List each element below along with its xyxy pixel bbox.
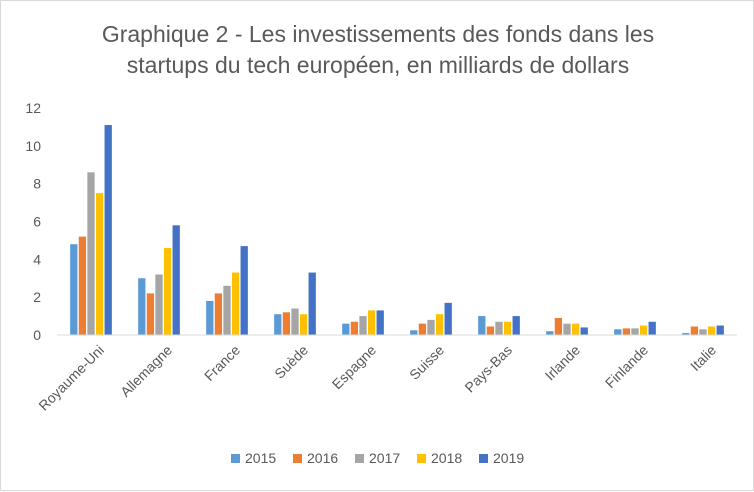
- x-tick-label: Allemagne: [117, 342, 175, 400]
- bar-2017: [155, 274, 163, 335]
- bar-2015: [206, 300, 214, 335]
- bar-2017: [631, 328, 639, 335]
- bar-2018: [639, 325, 648, 335]
- legend-swatch-2015: [231, 454, 240, 463]
- legend-label: 2015: [245, 450, 276, 466]
- bar-2019: [104, 125, 112, 335]
- legend-swatch-2016: [293, 454, 302, 463]
- y-tick-label: 2: [33, 289, 41, 305]
- bar-2015: [614, 329, 622, 335]
- bar-2018: [435, 314, 444, 335]
- bar-2015: [138, 278, 146, 335]
- x-tick-label: Irlande: [542, 342, 584, 384]
- legend-label: 2017: [369, 450, 400, 466]
- bar-2019: [444, 302, 452, 335]
- bar-2015: [546, 331, 554, 335]
- bar-2019: [648, 321, 656, 335]
- bar-2017: [699, 329, 707, 335]
- bar-2016: [486, 326, 495, 335]
- bar-2016: [690, 326, 699, 335]
- bar-2016: [418, 323, 427, 335]
- x-tick-label: Italie: [687, 342, 719, 374]
- bar-2018: [571, 323, 580, 335]
- bar-2015: [682, 333, 690, 335]
- bar-2018: [503, 321, 512, 335]
- bar-2018: [231, 272, 240, 335]
- bar-2019: [716, 325, 724, 335]
- legend-label: 2019: [493, 450, 524, 466]
- legend-swatch-2018: [417, 454, 426, 463]
- bar-2017: [427, 319, 435, 335]
- bar-2018: [163, 247, 172, 335]
- bar-2017: [563, 323, 571, 335]
- bar-2019: [172, 225, 180, 335]
- bar-2016: [350, 321, 359, 335]
- bar-2017: [87, 172, 95, 335]
- y-tick-label: 8: [33, 176, 41, 192]
- bar-2016: [78, 236, 87, 335]
- bar-2018: [707, 326, 716, 335]
- x-tick-label: Suède: [271, 342, 311, 382]
- bar-2016: [146, 293, 155, 335]
- bar-2019: [512, 316, 520, 335]
- bar-2015: [342, 323, 350, 335]
- bar-2015: [274, 314, 282, 335]
- bar-2015: [70, 244, 78, 335]
- bar-2017: [291, 308, 299, 335]
- bar-2015: [410, 330, 418, 335]
- y-tick-label: 0: [33, 327, 41, 343]
- legend-label: 2018: [431, 450, 462, 466]
- x-tick-label: Suisse: [406, 342, 447, 383]
- chart-title-line-2: startups du tech européen, en milliards …: [126, 52, 630, 78]
- x-tick-label: Pays-Bas: [461, 342, 515, 396]
- chart-title: Graphique 2 - Les investissements des fo…: [1, 19, 754, 81]
- legend-swatch-2017: [355, 454, 364, 463]
- bar-2019: [376, 310, 384, 335]
- x-tick-label: Finlande: [602, 342, 651, 391]
- legend-label: 2016: [307, 450, 338, 466]
- bar-2016: [554, 317, 563, 335]
- bar-2018: [95, 193, 104, 336]
- bar-2019: [580, 327, 588, 335]
- bar-2016: [622, 328, 631, 335]
- legend-swatch-2019: [479, 454, 488, 463]
- y-tick-label: 10: [25, 138, 41, 154]
- bar-2018: [367, 310, 376, 335]
- x-tick-label: Royaume-Uni: [35, 342, 107, 414]
- y-tick-label: 12: [25, 100, 41, 116]
- x-tick-label: Espagne: [329, 342, 380, 393]
- bar-2016: [214, 293, 223, 335]
- bar-2019: [308, 272, 316, 335]
- chart-title-line-1: Graphique 2 - Les investissements des fo…: [101, 21, 655, 47]
- bar-2017: [359, 316, 367, 335]
- bar-2015: [478, 316, 486, 335]
- x-tick-label: France: [201, 342, 243, 384]
- y-tick-label: 4: [33, 251, 41, 267]
- bar-2017: [223, 285, 231, 335]
- y-tick-label: 6: [33, 214, 41, 230]
- bar-2016: [282, 312, 291, 335]
- bar-2017: [495, 321, 503, 335]
- bar-2018: [299, 314, 308, 335]
- bar-2019: [240, 246, 248, 335]
